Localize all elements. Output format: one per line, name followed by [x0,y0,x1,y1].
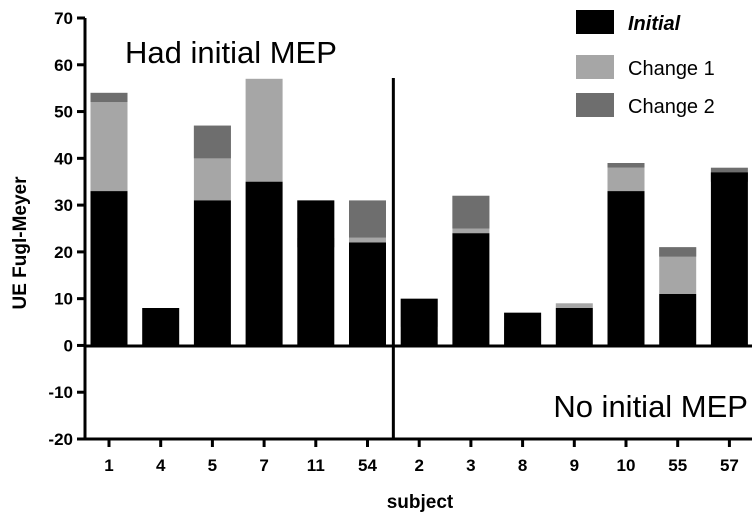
x-tick-label: 55 [668,456,687,475]
x-tick-label: 10 [617,456,636,475]
y-tick-label: 20 [54,243,73,262]
bar-initial-subject-54 [349,242,386,346]
bar-initial-subject-8 [504,312,542,346]
y-tick-label: -10 [48,383,73,402]
x-tick-label: 2 [414,456,423,475]
x-tick-label: 5 [208,456,217,475]
x-tick-label: 54 [358,456,377,475]
x-tick-label: 3 [466,456,475,475]
bar-initial-subject-4 [142,308,180,346]
bar-initial-subject-1 [90,191,128,346]
bar-change-2-subject-55 [659,247,697,257]
bar-initial-subject-55 [659,294,697,346]
legend-swatch-change-2 [576,93,614,117]
y-tick-label: 50 [54,103,73,122]
bar-initial-subject-10 [607,191,645,346]
bar-change-2-subject-3 [452,195,490,229]
bar-change-1-subject-10 [607,167,645,192]
x-axis-title: subject [387,492,454,513]
x-tick-labels: 1 4 5 7 11 54 2 3 8 9 10 55 57 [104,456,739,475]
bar-initial-subject-5 [193,200,231,346]
legend: Initial Change 1 Change 2 [576,10,715,118]
y-tick-label: 10 [54,290,73,309]
x-tick-label: 4 [156,456,166,475]
bar-initial-subject-2 [400,298,438,346]
y-axis-title: UE Fugl-Meyer [10,176,31,310]
bar-initial-subject-3 [452,233,490,346]
bar-change-1-subject-54 [349,237,386,243]
bar-change-2-subject-10 [607,163,645,168]
bar-change-1-subject-1 [90,102,128,192]
bar-initial-subject-11 [297,200,335,346]
x-tick-label: 11 [307,456,325,475]
bar-change-2-subject-54 [349,200,386,238]
annotation-no-initial-mep: No initial MEP [553,389,748,424]
y-tick-label: 0 [64,336,73,355]
legend-swatch-change-1 [576,55,614,79]
bar-initial-subject-7 [245,181,283,346]
bar-initial-subject-57 [710,172,748,346]
axes-layer [77,16,752,447]
legend-label-initial: Initial [628,13,681,35]
y-tick-label: 30 [54,196,73,215]
y-tick-label: 40 [54,149,73,168]
y-tick-label: 60 [54,56,73,75]
x-tick-label: 7 [259,456,268,475]
x-tick-label: 9 [570,456,579,475]
legend-label-change-2: Change 2 [628,96,715,118]
bar-initial-subject-9 [555,308,593,346]
y-tick-labels: -20 -10 0 10 20 30 40 50 60 70 [48,9,73,449]
bars-layer [90,78,748,346]
y-tick-label: 70 [54,9,73,28]
legend-swatch-initial [576,10,614,34]
legend-label-change-1: Change 1 [628,58,715,80]
x-tick-label: 1 [104,456,113,475]
bar-change-2-subject-5 [193,125,231,159]
annotation-had-initial-mep: Had initial MEP [125,35,337,70]
x-tick-label: 8 [518,456,527,475]
x-tick-label: 57 [720,456,739,475]
bar-change-1-subject-9 [555,303,593,308]
bar-change-2-subject-1 [90,92,128,103]
y-tick-label: -20 [48,430,73,449]
bar-change-1-subject-7 [245,78,283,182]
